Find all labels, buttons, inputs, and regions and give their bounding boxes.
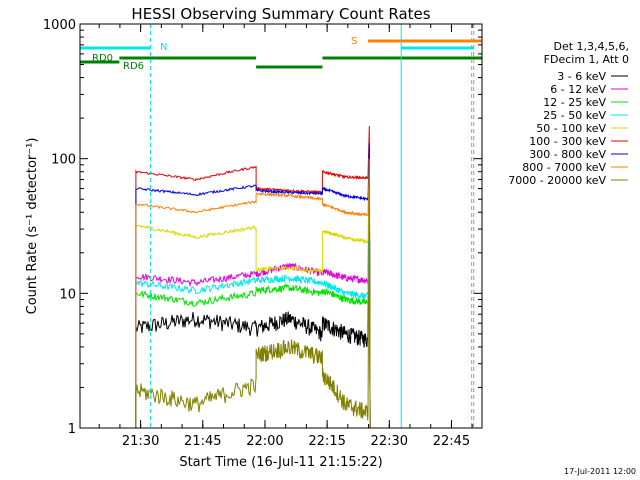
y-tick-label: 10 (59, 287, 76, 302)
series-300-800-kev (80, 143, 482, 429)
legend-entry-label: 50 - 100 keV (536, 122, 606, 135)
y-tick-label: 1 (68, 422, 76, 437)
state-bar-label: RD6 (123, 61, 144, 72)
x-axis-label: Start Time (16-Jul-11 21:15:22) (179, 455, 382, 470)
state-bar-label: S (351, 36, 357, 47)
series-line (80, 158, 482, 429)
x-tick-label: 21:30 (122, 434, 159, 449)
legend-header-line-1: Det 1,3,4,5,6, (553, 40, 629, 53)
series-line (80, 158, 482, 429)
legend-entry-label: 25 - 50 keV (543, 109, 606, 122)
legend-header-line-2: FDecim 1, Att 0 (544, 53, 629, 66)
series-line (80, 158, 482, 429)
series-3-6-kev (80, 158, 482, 429)
legend-entry-label: 800 - 7000 keV (522, 161, 606, 174)
series-line (80, 158, 482, 429)
legend-entry-label: 6 - 12 keV (550, 83, 606, 96)
plot-frame (79, 23, 483, 429)
series-800-7000-kev (80, 158, 482, 429)
series-12-25-kev (80, 158, 482, 429)
x-tick-label: 22:30 (371, 434, 408, 449)
y-axis-label: Count Rate (s⁻¹ detector⁻¹) (25, 138, 40, 315)
series-100-300-kev (80, 125, 482, 429)
y-tick-label: 100 (51, 153, 76, 168)
series-line (80, 125, 482, 429)
state-bar-label: RD0 (92, 53, 113, 64)
series-line (80, 158, 482, 429)
legend-entry-label: 100 - 300 keV (529, 135, 606, 148)
footer-date: 17-Jul-2011 12:00 (564, 467, 636, 476)
legend-entry-label: 12 - 25 keV (543, 96, 606, 109)
y-tick-label: 1000 (43, 18, 76, 33)
legend-entry-label: 7000 - 20000 keV (508, 174, 606, 187)
series-25-50-kev (80, 158, 482, 429)
x-tick-label: 22:00 (246, 434, 283, 449)
chart-title: HESSI Observing Summary Count Rates (131, 5, 430, 23)
x-tick-label: 22:15 (308, 434, 345, 449)
legend-entry-label: 3 - 6 keV (557, 70, 606, 83)
legend-entry-label: 300 - 800 keV (529, 148, 606, 161)
series-line (80, 158, 482, 429)
series-50-100-kev (80, 158, 482, 429)
series-7000-20000-kev (80, 158, 482, 429)
state-bars: RD0 RD6 N S (80, 36, 482, 72)
x-tick-label: 21:45 (184, 434, 221, 449)
series-6-12-kev (80, 158, 482, 429)
series-line (80, 143, 482, 429)
state-bar-label: N (160, 42, 167, 53)
x-tick-label: 22:45 (433, 434, 470, 449)
series-line (80, 158, 482, 429)
